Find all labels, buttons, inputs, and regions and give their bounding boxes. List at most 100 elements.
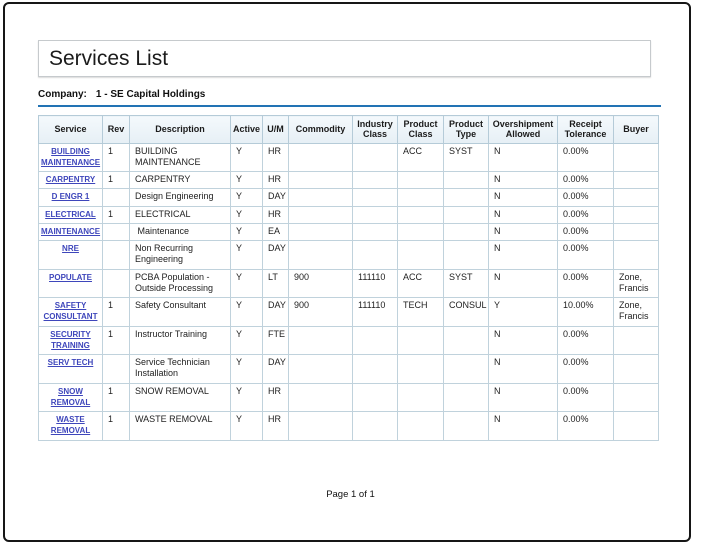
- cell-active: Y: [231, 223, 263, 240]
- cell-overshipment_allowed: N: [489, 326, 558, 355]
- cell-active: Y: [231, 412, 263, 441]
- cell-um: LT: [263, 269, 289, 298]
- cell-overshipment_allowed: N: [489, 269, 558, 298]
- cell-product_class: [398, 412, 444, 441]
- cell-um: FTE: [263, 326, 289, 355]
- cell-industry_class: 111110: [353, 269, 398, 298]
- cell-receipt_tolerance: 0.00%: [558, 206, 614, 223]
- cell-service: SNOW REMOVAL: [39, 383, 103, 412]
- service-link[interactable]: BUILDING MAINTENANCE: [41, 147, 100, 167]
- page-footer: Page 1 of 1: [0, 489, 701, 500]
- cell-buyer: [614, 383, 659, 412]
- cell-commodity: [289, 189, 353, 206]
- cell-industry_class: [353, 172, 398, 189]
- service-link[interactable]: ELECTRICAL: [45, 210, 96, 219]
- cell-active: Y: [231, 206, 263, 223]
- cell-rev: 1: [103, 172, 130, 189]
- service-link[interactable]: POPULATE: [49, 273, 92, 282]
- cell-rev: 1: [103, 326, 130, 355]
- table-row: D ENGR 1Design EngineeringYDAYN0.00%: [39, 189, 659, 206]
- cell-rev: [103, 241, 130, 270]
- cell-commodity: [289, 355, 353, 384]
- service-link[interactable]: SECURITY TRAINING: [50, 330, 90, 350]
- cell-overshipment_allowed: N: [489, 172, 558, 189]
- cell-receipt_tolerance: 0.00%: [558, 241, 614, 270]
- cell-receipt_tolerance: 0.00%: [558, 383, 614, 412]
- cell-receipt_tolerance: 0.00%: [558, 143, 614, 172]
- cell-description: PCBA Population - Outside Processing: [130, 269, 231, 298]
- cell-overshipment_allowed: N: [489, 383, 558, 412]
- cell-description: Safety Consultant: [130, 298, 231, 327]
- cell-service: WASTE REMOVAL: [39, 412, 103, 441]
- cell-product_type: [444, 412, 489, 441]
- cell-overshipment_allowed: N: [489, 223, 558, 240]
- service-link[interactable]: D ENGR 1: [52, 192, 90, 201]
- cell-overshipment_allowed: N: [489, 241, 558, 270]
- service-link[interactable]: SNOW REMOVAL: [51, 387, 90, 407]
- company-divider: [38, 105, 661, 107]
- cell-um: DAY: [263, 189, 289, 206]
- cell-buyer: [614, 206, 659, 223]
- cell-product_type: [444, 223, 489, 240]
- cell-rev: [103, 269, 130, 298]
- cell-industry_class: [353, 383, 398, 412]
- column-header-description: Description: [130, 116, 231, 144]
- cell-receipt_tolerance: 0.00%: [558, 172, 614, 189]
- table-header-row: ServiceRevDescriptionActiveU/MCommodityI…: [39, 116, 659, 144]
- cell-rev: [103, 189, 130, 206]
- company-line: Company:1 - SE Capital Holdings: [38, 89, 661, 100]
- service-link[interactable]: NRE: [62, 244, 79, 253]
- cell-buyer: [614, 172, 659, 189]
- cell-product_type: [444, 172, 489, 189]
- service-link[interactable]: SERV TECH: [48, 358, 94, 367]
- report-title: Services List: [49, 47, 168, 71]
- cell-um: HR: [263, 172, 289, 189]
- table-header: ServiceRevDescriptionActiveU/MCommodityI…: [39, 116, 659, 144]
- service-link[interactable]: MAINTENANCE: [41, 227, 100, 236]
- table-row: SNOW REMOVAL1SNOW REMOVALYHRN0.00%: [39, 383, 659, 412]
- cell-active: Y: [231, 172, 263, 189]
- cell-product_class: [398, 189, 444, 206]
- cell-product_class: [398, 241, 444, 270]
- cell-overshipment_allowed: N: [489, 355, 558, 384]
- cell-overshipment_allowed: N: [489, 189, 558, 206]
- service-link[interactable]: SAFETY CONSULTANT: [44, 301, 98, 321]
- cell-buyer: [614, 241, 659, 270]
- cell-service: CARPENTRY: [39, 172, 103, 189]
- page-number-label: Page 1 of 1: [326, 489, 375, 500]
- cell-active: Y: [231, 143, 263, 172]
- cell-um: EA: [263, 223, 289, 240]
- cell-industry_class: [353, 206, 398, 223]
- cell-product_class: [398, 326, 444, 355]
- cell-buyer: [614, 326, 659, 355]
- cell-service: NRE: [39, 241, 103, 270]
- cell-industry_class: [353, 223, 398, 240]
- column-header-product_class: Product Class: [398, 116, 444, 144]
- cell-product_class: [398, 355, 444, 384]
- cell-buyer: Zone, Francis: [614, 298, 659, 327]
- column-header-product_type: Product Type: [444, 116, 489, 144]
- cell-rev: 1: [103, 143, 130, 172]
- cell-product_class: ACC: [398, 269, 444, 298]
- cell-rev: 1: [103, 206, 130, 223]
- cell-commodity: [289, 223, 353, 240]
- service-link[interactable]: CARPENTRY: [46, 175, 95, 184]
- cell-service: MAINTENANCE: [39, 223, 103, 240]
- cell-product_class: TECH: [398, 298, 444, 327]
- service-link[interactable]: WASTE REMOVAL: [51, 415, 90, 435]
- cell-industry_class: [353, 143, 398, 172]
- cell-receipt_tolerance: 0.00%: [558, 223, 614, 240]
- cell-commodity: [289, 383, 353, 412]
- cell-service: SERV TECH: [39, 355, 103, 384]
- cell-buyer: [614, 189, 659, 206]
- cell-commodity: [289, 172, 353, 189]
- cell-description: WASTE REMOVAL: [130, 412, 231, 441]
- cell-overshipment_allowed: N: [489, 206, 558, 223]
- column-header-receipt_tolerance: Receipt Tolerance: [558, 116, 614, 144]
- cell-industry_class: [353, 355, 398, 384]
- cell-active: Y: [231, 189, 263, 206]
- cell-overshipment_allowed: Y: [489, 298, 558, 327]
- cell-active: Y: [231, 326, 263, 355]
- table-row: CARPENTRY1CARPENTRYYHRN0.00%: [39, 172, 659, 189]
- cell-industry_class: [353, 189, 398, 206]
